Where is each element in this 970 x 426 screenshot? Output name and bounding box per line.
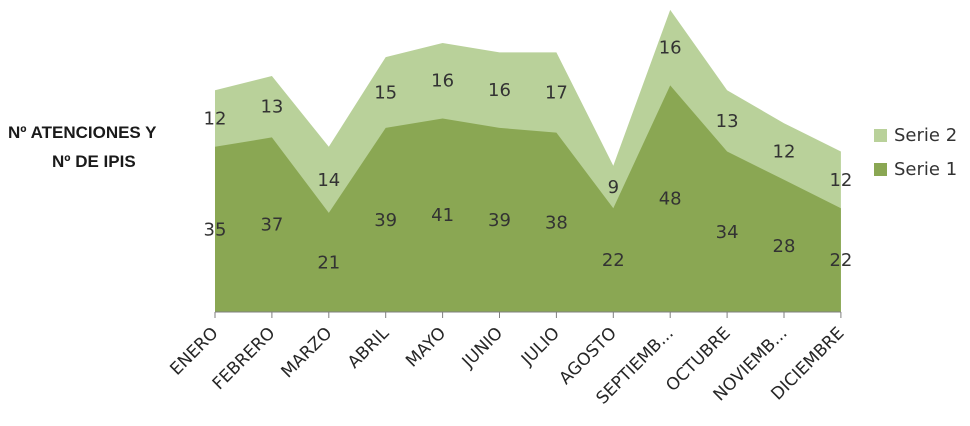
data-label-serie-1: 37 (260, 215, 283, 236)
data-label-serie-2: 15 (374, 83, 397, 104)
area-serie-1 (215, 85, 841, 313)
data-label-serie-2: 16 (488, 80, 511, 101)
legend-item-serie-1: Serie 1 (874, 154, 957, 184)
data-label-serie-1: 21 (317, 252, 340, 273)
x-tick-label: ENERO (166, 323, 222, 379)
x-tick-label: MAYO (402, 323, 450, 371)
y-axis-title: Nº ATENCIONES Y Nº DE IPIS (8, 118, 208, 176)
data-label-serie-2: 12 (204, 108, 227, 129)
data-label-serie-2: 9 (608, 177, 619, 198)
y-axis-title-line-1: Nº ATENCIONES Y (8, 123, 157, 142)
data-label-serie-1: 35 (204, 219, 227, 240)
data-label-serie-2: 12 (829, 170, 852, 191)
data-label-serie-1: 22 (602, 250, 625, 271)
x-tick-label: FEBRERO (209, 323, 280, 394)
data-label-serie-1: 28 (773, 236, 796, 257)
data-label-serie-1: 41 (431, 205, 454, 226)
legend-label-serie-2: Serie 2 (894, 124, 958, 146)
data-label-serie-2: 17 (545, 83, 568, 104)
data-label-serie-1: 34 (716, 222, 739, 243)
data-label-serie-1: 39 (374, 210, 397, 231)
legend-item-serie-2: Serie 2 (874, 120, 957, 150)
data-label-serie-1: 39 (488, 210, 511, 231)
legend-label-serie-1: Serie 1 (894, 158, 958, 180)
data-label-serie-2: 13 (260, 97, 283, 118)
data-label-serie-1: 48 (659, 189, 682, 210)
data-label-serie-1: 38 (545, 212, 568, 233)
legend: Serie 2 Serie 1 (874, 120, 957, 188)
x-tick-label: JUNIO (458, 323, 507, 372)
data-label-serie-2: 16 (659, 38, 682, 59)
legend-swatch-serie-2 (874, 128, 887, 142)
legend-swatch-serie-1 (874, 162, 887, 176)
data-label-serie-2: 16 (431, 71, 454, 92)
x-tick-label: MARZO (278, 323, 337, 382)
data-label-serie-1: 22 (829, 250, 852, 271)
x-tick-label: ABRIL (344, 323, 394, 373)
x-tick-label: JULIO (517, 323, 564, 370)
data-label-serie-2: 14 (317, 170, 340, 191)
y-axis-title-line-2: Nº DE IPIS (52, 152, 136, 171)
data-label-serie-2: 13 (716, 111, 739, 132)
data-label-serie-2: 12 (773, 142, 796, 163)
